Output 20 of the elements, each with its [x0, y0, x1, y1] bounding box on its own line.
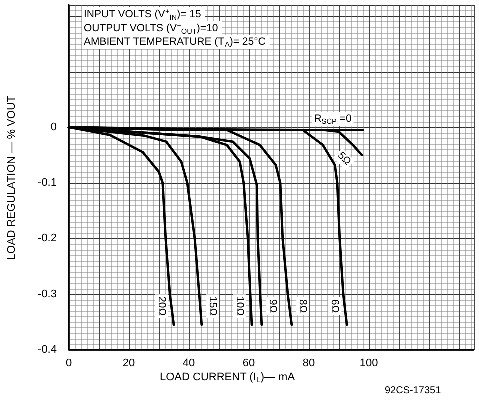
y-tick-label: -0.3	[38, 288, 57, 300]
text: 92CS-17351	[385, 386, 442, 396]
x-tick-label: 80	[302, 358, 316, 370]
text: 20Ω	[156, 296, 168, 316]
x-tick-label: 40	[182, 358, 196, 370]
text: 5Ω	[335, 150, 353, 168]
y-axis-title: LOAD REGULATION — % VOUT	[6, 96, 18, 260]
text: 8Ω	[296, 300, 309, 314]
x-tick-label: 0	[66, 358, 72, 370]
text: 9Ω	[266, 300, 279, 314]
y-tick-label: -0.1	[38, 177, 57, 190]
text: 10Ω	[234, 296, 246, 316]
y-tick-label: -0.4	[38, 344, 57, 356]
text: 6Ω	[329, 300, 342, 314]
x-tick-label: 100	[360, 358, 378, 370]
text: 15Ω	[206, 296, 219, 316]
x-tick-label: 20	[122, 358, 136, 370]
x-tick-label: 60	[242, 358, 256, 370]
y-tick-label: -0.2	[38, 232, 57, 245]
y-tick-label: 0	[50, 121, 57, 134]
